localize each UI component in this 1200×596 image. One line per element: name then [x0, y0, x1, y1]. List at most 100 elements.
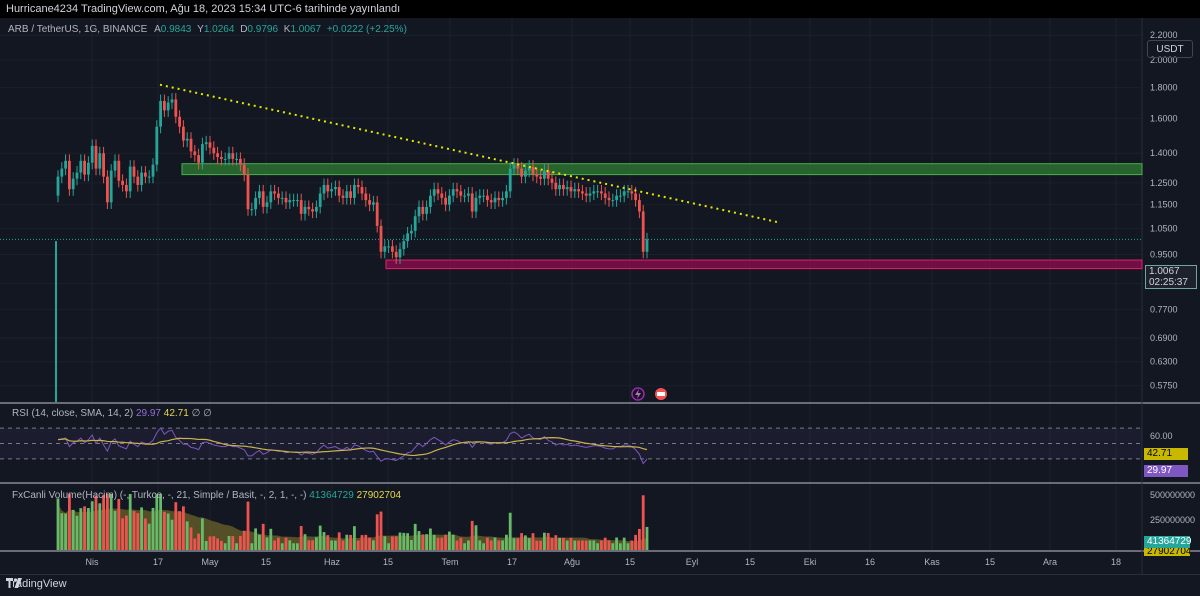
candle-body — [231, 153, 235, 159]
rsi-value: 29.97 — [135, 408, 161, 419]
candle-body — [448, 195, 451, 205]
candle-body — [117, 160, 121, 181]
candle-body — [356, 184, 360, 188]
candle-body — [337, 187, 341, 196]
volume-label: FxCanli Volume(Hacim) (-, Turkce, -, 21,… — [12, 490, 307, 501]
volume-bar — [87, 508, 90, 550]
candle-body — [94, 145, 98, 169]
candle-body — [208, 142, 212, 148]
volume-bar — [204, 540, 208, 550]
volume-bar — [444, 534, 447, 550]
volume-bar — [136, 513, 140, 550]
candle-body — [527, 166, 531, 171]
volume-bar — [334, 540, 337, 550]
rsi-axis-label: 60.00 — [1150, 431, 1173, 441]
volume-bar — [174, 502, 178, 550]
candle-body — [463, 195, 466, 197]
candle-body — [125, 184, 128, 192]
volume-bar — [394, 536, 398, 550]
candle-body — [341, 195, 345, 198]
candle-body — [622, 191, 626, 196]
candle-body — [277, 193, 280, 198]
volume-bar — [429, 528, 432, 550]
volume-bar — [626, 543, 630, 550]
volume-bar — [235, 543, 238, 550]
candle-body — [147, 176, 151, 178]
volume-bar — [432, 534, 436, 550]
candle-body — [387, 246, 390, 248]
volume-axis-label: 500000000 — [1150, 490, 1195, 500]
volume-bar — [64, 513, 67, 550]
candle-body — [493, 197, 497, 203]
volume-bar — [151, 507, 155, 550]
candle-body — [539, 176, 542, 179]
volume-bar — [121, 518, 124, 550]
chart-area[interactable]: 2.2000 2.0000 1.8000 1.6000 1.4000 1.2500 1.15… — [0, 18, 1200, 574]
volume-bar — [638, 528, 641, 550]
chart-canvas[interactable]: 2.2000 2.0000 1.8000 1.6000 1.4000 1.2500 1.15… — [0, 18, 1200, 574]
volume-bar — [489, 540, 493, 550]
volume-bar — [71, 509, 75, 550]
candle-body — [212, 147, 216, 154]
volume-bar — [440, 537, 444, 550]
candle-body — [216, 153, 219, 158]
candle-body — [265, 202, 269, 207]
candle-body — [638, 200, 641, 212]
volume-bar — [451, 534, 455, 550]
x-tick-label: Nis — [86, 557, 99, 567]
volume-bar — [364, 534, 368, 550]
tradingview-brand[interactable]: TradingView — [6, 578, 67, 590]
volume-bar — [356, 540, 360, 550]
candle-body — [375, 202, 379, 226]
last-price: 1.0067 — [1149, 266, 1180, 277]
volume-bar — [79, 508, 83, 550]
candle-body — [75, 172, 79, 179]
countdown: 02:25:37 — [1149, 277, 1188, 288]
x-tick-label: 17 — [507, 557, 517, 567]
volume-bar — [581, 540, 584, 550]
volume-bar — [619, 543, 622, 550]
volume-bar — [246, 501, 250, 550]
currency-button[interactable]: USDT — [1147, 40, 1193, 58]
candle-body — [543, 170, 546, 179]
candle-body — [364, 193, 368, 201]
volume-bar — [375, 514, 379, 550]
candle-body — [174, 99, 178, 117]
candle-body — [299, 200, 303, 214]
candle-body — [558, 184, 561, 190]
candle-body — [68, 160, 71, 190]
candle-body — [106, 176, 109, 203]
ohlc-close: 1.0067 — [290, 24, 322, 35]
volume-bar — [470, 520, 474, 550]
volume-bar — [299, 526, 303, 550]
candle-body — [204, 142, 208, 145]
volume-bar — [83, 506, 86, 550]
volume-bar — [360, 535, 364, 550]
volume-bar — [109, 494, 113, 550]
flag-event-icon — [657, 392, 665, 396]
x-tick-label: 17 — [153, 557, 163, 567]
candle-body — [641, 211, 645, 252]
resistance-zone — [181, 163, 1143, 176]
volume-bar — [166, 513, 170, 550]
candle-body — [478, 195, 482, 198]
volume-bar — [573, 540, 577, 550]
y-tick-label: 1.1500 — [1150, 200, 1178, 210]
ohlc-open: 0.9843 — [160, 24, 192, 35]
x-tick-label: 15 — [383, 557, 393, 567]
volume-bar — [353, 526, 356, 550]
volume-bar — [68, 494, 71, 550]
support-zone — [385, 259, 1143, 270]
rsi-sma-tag: 42.71 — [1144, 448, 1188, 460]
volume-bar — [505, 534, 508, 550]
volume-bar — [543, 532, 546, 550]
volume-ma-area — [58, 503, 647, 550]
volume-legend: FxCanli Volume(Hacim) (-, Turkce, -, 21,… — [12, 490, 401, 501]
candle-body — [250, 209, 254, 211]
lightning-icon — [635, 389, 641, 399]
volume-bar — [106, 494, 109, 550]
y-tick-label: 0.6300 — [1150, 357, 1178, 367]
volume-bar — [410, 540, 413, 550]
candle-body — [569, 187, 573, 192]
tradingview-label: TradingView — [6, 578, 67, 590]
